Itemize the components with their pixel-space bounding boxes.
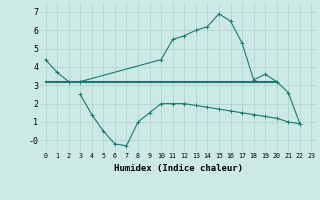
X-axis label: Humidex (Indice chaleur): Humidex (Indice chaleur) <box>114 164 243 173</box>
